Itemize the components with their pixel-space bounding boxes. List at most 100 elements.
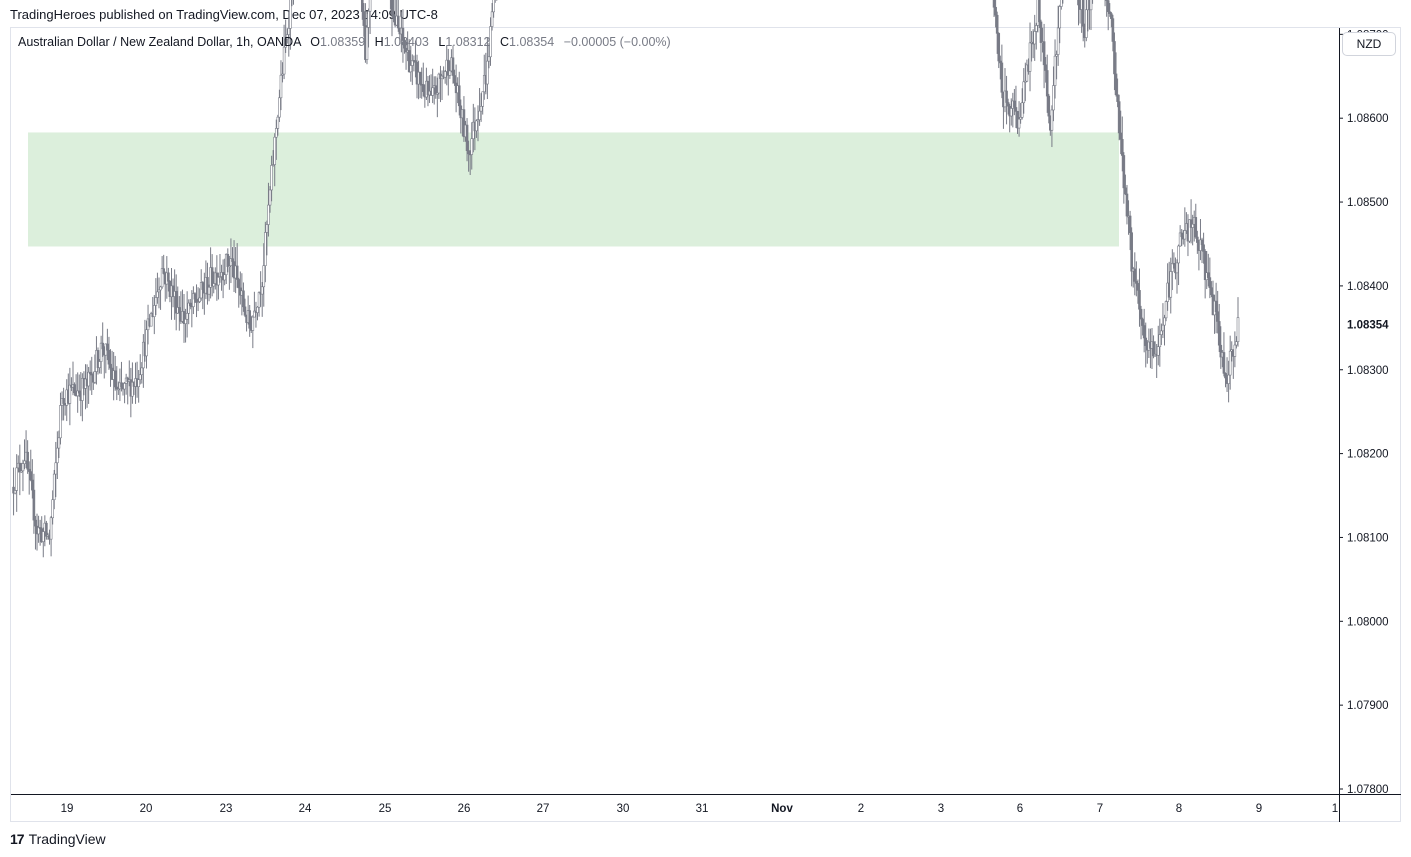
candle-body [479,105,483,112]
candle [162,254,165,275]
candle [481,91,484,115]
candle-body [49,517,53,540]
candle [1113,32,1116,91]
candle-body [1050,109,1054,131]
candle-body [1034,25,1038,32]
candle [206,262,209,305]
tradingview-logo-icon: 17 [10,831,25,847]
last-price-box [1341,315,1397,334]
candle-body [106,343,109,351]
candle [492,0,495,18]
candle [1081,0,1085,42]
candle-body [264,232,267,266]
candle-body [1055,54,1058,57]
candle [365,14,369,65]
candle [1152,335,1155,359]
candle-body [1110,13,1113,19]
candle-body [362,11,366,26]
price-tick-label: 1.07900 [1347,700,1389,712]
candle [1158,318,1162,367]
candle-body [1224,373,1227,379]
candle [235,243,239,288]
candle [1214,282,1218,334]
candle-body [1199,239,1202,251]
candle-body [418,71,422,85]
currency-button[interactable]: NZD [1342,32,1396,56]
candle-body [20,470,23,473]
candle-body [1208,277,1212,288]
candle [368,0,372,35]
candle [96,347,100,375]
candle [446,48,450,96]
candles-layer [12,0,1240,558]
candle [411,54,414,86]
candle-body [77,390,81,394]
candle-body [1056,27,1060,55]
candle [264,221,267,283]
candle-body [1142,325,1146,339]
candle-body [478,110,481,120]
candle [201,281,205,310]
candle-body [229,258,233,267]
candle-body [29,471,33,481]
candle [396,0,400,32]
candle [282,24,286,80]
publish-attribution: TradingHeroes published on TradingView.c… [10,7,438,22]
candle [1124,174,1127,196]
candle-body [198,297,201,302]
footer-brand[interactable]: 17 TradingView [10,831,106,847]
candle [253,291,256,318]
candle [210,254,214,297]
candle [291,0,293,7]
candle-body [360,0,364,12]
candle-body [226,253,230,267]
candle-body [401,27,405,41]
candle [31,459,34,499]
candle [93,354,97,384]
candle [256,306,259,321]
candle [1119,110,1123,155]
candle-body [81,378,84,401]
candle-body [476,119,480,122]
candle-body [396,15,400,29]
candle-body [274,128,278,138]
candle [37,515,40,543]
candle [73,382,76,396]
candle [362,3,366,37]
candle-body [409,65,413,73]
candle [1116,78,1119,108]
candle [489,17,492,66]
candle-body [1114,73,1118,96]
candle [421,62,425,97]
candle [62,387,65,421]
candle-body [27,468,31,472]
price-tick-label: 1.07800 [1347,784,1389,796]
candle [106,328,109,361]
candle [1208,257,1212,299]
candle-body [1172,262,1176,265]
candle-body [193,293,197,300]
time-tick-label: 24 [299,803,312,815]
candle-body [443,71,447,78]
candle-body [93,371,97,383]
candle [52,469,56,510]
candle [1128,210,1132,251]
candle-body [1163,317,1166,326]
candle [257,291,261,317]
candle [997,32,1001,69]
candle [149,311,153,327]
candle-body [1196,236,1199,243]
candle [1056,5,1060,66]
candle-body [1130,232,1133,272]
candle-body [251,316,255,331]
candle-body [156,291,159,298]
candle-body [1200,239,1204,246]
candle-body [1152,341,1155,357]
candle-body [1013,100,1016,108]
candle-body [31,479,34,491]
candle-body [1171,262,1174,272]
candle [1160,323,1163,345]
candle [1033,14,1037,61]
candle-body [52,473,56,501]
